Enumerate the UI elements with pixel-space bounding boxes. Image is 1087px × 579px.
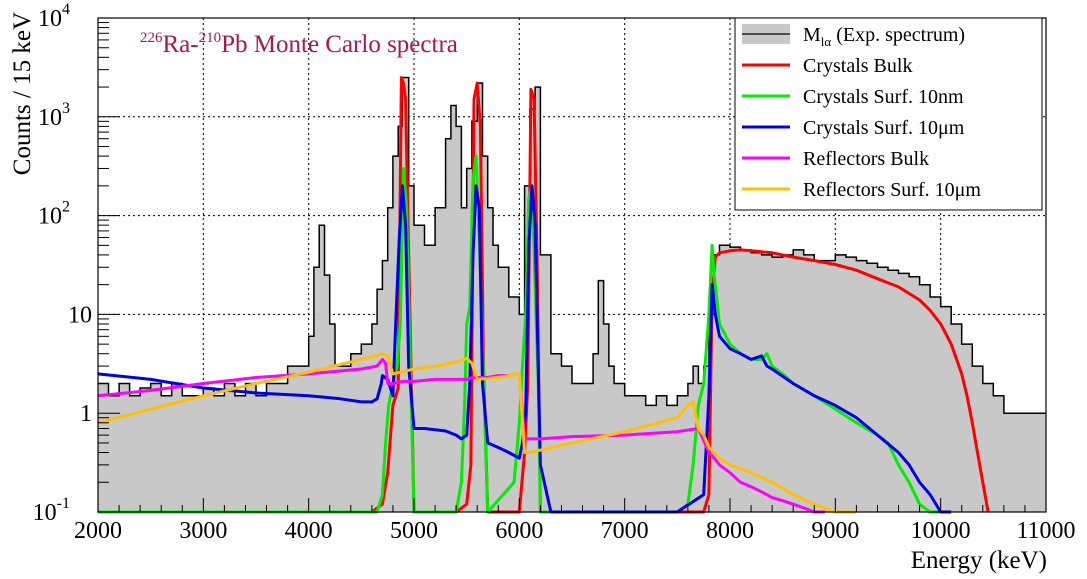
y-tick-label: 1 <box>80 401 92 427</box>
series-exp-area <box>98 77 1046 512</box>
legend: Mlα (Exp. spectrum) Crystals Bulk Crystals… <box>734 17 1043 211</box>
y-tick-label: 104 <box>38 1 70 32</box>
x-tick-label: 4000 <box>285 518 333 544</box>
x-tick-label: 5000 <box>390 518 438 544</box>
axis-ticks: 2000 3000 4000 5000 6000 7000 8000 9000 10000 110… <box>33 1 1076 544</box>
legend-box <box>734 17 1043 211</box>
x-tick-label: 11000 <box>1016 518 1075 544</box>
x-tick-label: 3000 <box>179 518 227 544</box>
title-sup-2: 210 <box>199 30 222 46</box>
title-elem-2: Pb Monte Carlo spectra <box>221 31 458 58</box>
legend-label-cb: Crystals Bulk <box>803 55 912 77</box>
legend-label-exp: Mlα (Exp. spectrum) <box>803 24 965 49</box>
title-sup-1: 226 <box>140 30 163 46</box>
chart-title: 226Ra-210Pb Monte Carlo spectra <box>140 30 458 58</box>
x-tick-label: 9000 <box>811 518 859 544</box>
x-tick-label: 6000 <box>495 518 543 544</box>
x-tick-label: 2000 <box>74 518 122 544</box>
y-tick-label: 10 <box>68 302 92 328</box>
legend-label-cs10nm: Crystals Surf. 10nm <box>803 86 964 108</box>
y-tick-label: 102 <box>38 199 70 230</box>
series-layer <box>97 76 1046 514</box>
y-tick-label: 103 <box>38 100 70 131</box>
legend-label-rb: Reflectors Bulk <box>803 148 929 170</box>
x-axis-title: Energy (keV) <box>911 547 1047 574</box>
x-tick-label: 8000 <box>706 518 754 544</box>
series-rs10um-line <box>97 352 857 514</box>
legend-label-cs10um: Crystals Surf. 10μm <box>803 117 965 139</box>
y-tick-label: 10-1 <box>33 495 70 526</box>
x-tick-label: 7000 <box>601 518 649 544</box>
x-tick-label: 10000 <box>911 518 971 544</box>
y-axis-title: Counts / 15 keV <box>9 12 36 175</box>
plot-frame <box>97 17 1047 513</box>
legend-label-rs10um: Reflectors Surf. 10μm <box>803 179 981 201</box>
title-elem-1: Ra- <box>163 31 199 58</box>
